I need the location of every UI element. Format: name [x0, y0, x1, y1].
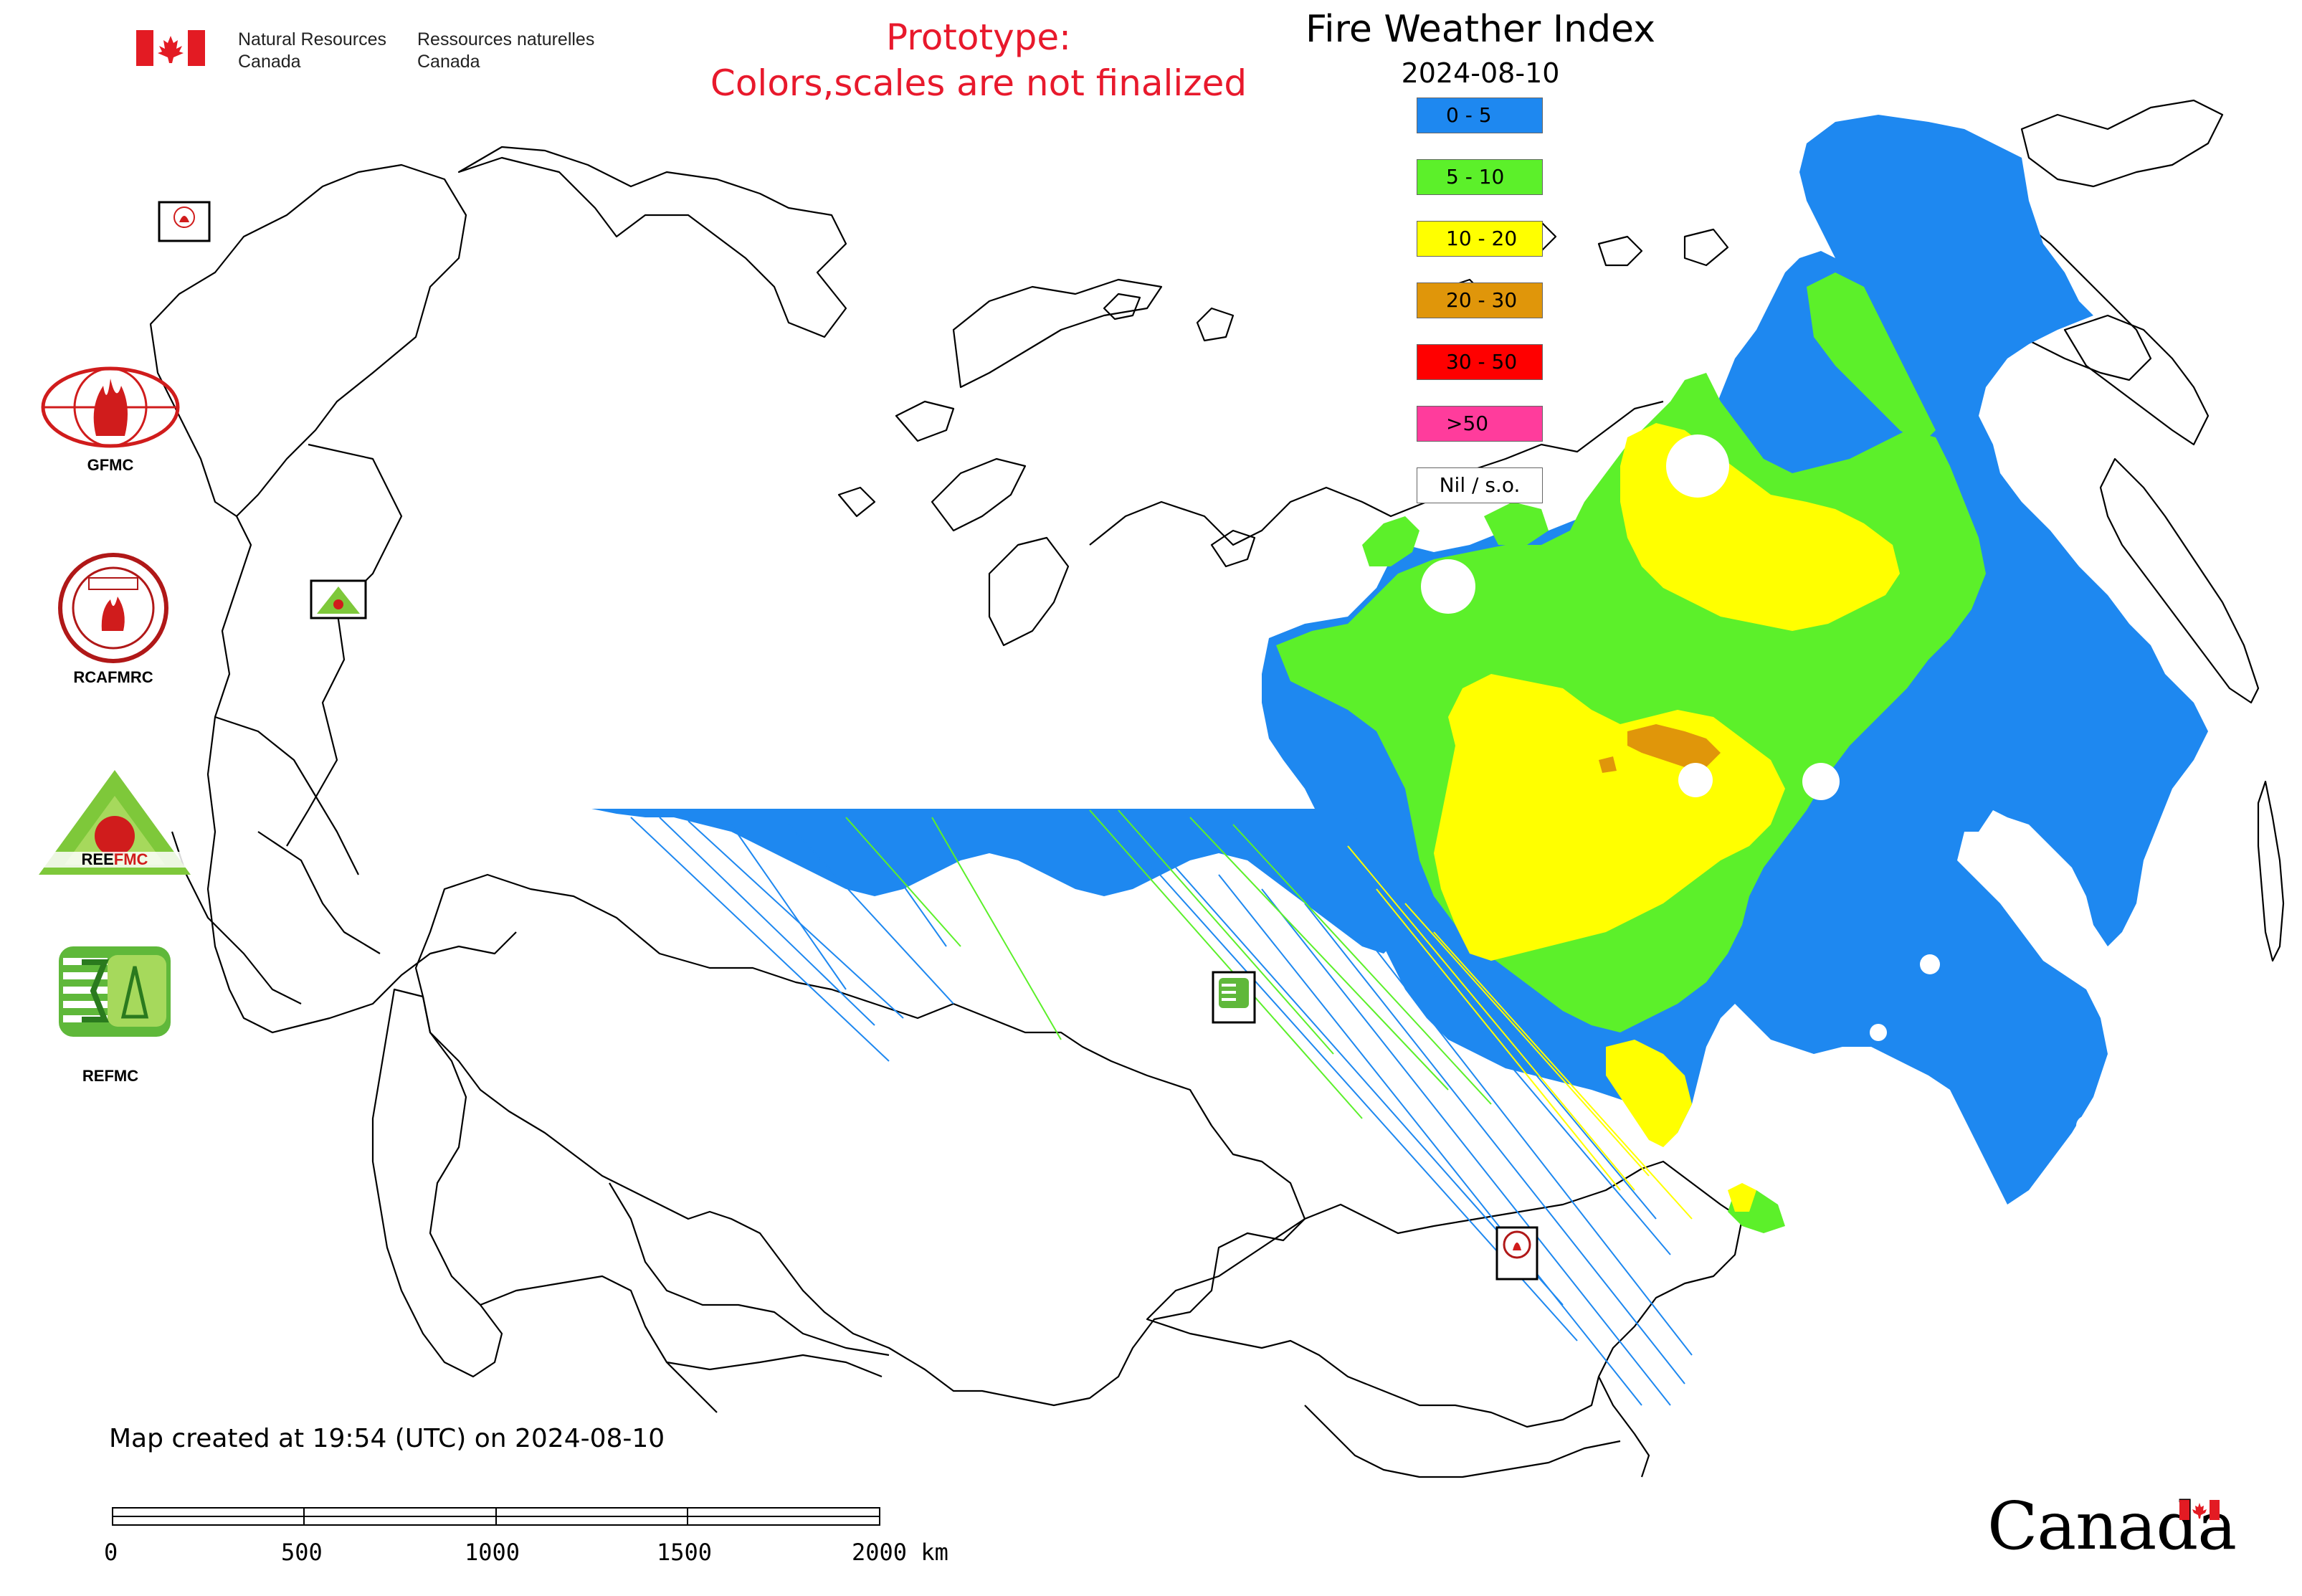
legend-item-0-5: 0 - 5: [1417, 98, 1543, 133]
canada-wordmark: Canada: [1987, 1488, 2237, 1564]
legend-item-nil: Nil / s.o.: [1417, 467, 1543, 503]
legend-item-5-10: 5 - 10: [1417, 159, 1543, 195]
prototype-line1: Prototype:: [885, 16, 1072, 58]
legend-item-10-20: 10 - 20: [1417, 221, 1543, 257]
scale-label-1000: 1000: [465, 1539, 520, 1566]
map-title: Fire Weather Index: [1305, 8, 1655, 51]
rcafmrc-label: RCAFMRC: [73, 668, 153, 686]
scale-label-2000km: 2000 km: [852, 1539, 948, 1566]
org-name-en: Natural Resources Canada: [238, 29, 387, 72]
prototype-line2: Colors,scales are not finalized: [710, 62, 1247, 104]
legend-item-over-50: >50: [1417, 406, 1543, 442]
legend-item-20-30: 20 - 30: [1417, 282, 1543, 318]
refmc-logo-icon: [59, 946, 171, 1037]
map-marker-rcafmrc: [1495, 1226, 1538, 1281]
scale-label-0: 0: [104, 1539, 118, 1566]
wordmark-flag-icon: [2179, 1500, 2220, 1520]
fwi-raster: [591, 115, 2208, 1406]
legend-item-30-50: 30 - 50: [1417, 344, 1543, 380]
scale-bar: [112, 1507, 880, 1526]
map-date: 2024-08-10: [1401, 57, 1560, 89]
gfmc-label: GFMC: [87, 456, 134, 474]
map-created-note: Map created at 19:54 (UTC) on 2024-08-10: [109, 1424, 665, 1453]
prototype-notice: Prototype: Colors,scales are not finaliz…: [660, 14, 1298, 106]
map-marker-gfmc: [158, 201, 211, 242]
rcafmrc-logo-icon: [58, 553, 168, 663]
refmc-label: REFMC: [82, 1067, 139, 1085]
map-marker-reefmc: [310, 579, 367, 619]
canada-flag-icon: [136, 30, 205, 66]
country-borders: [149, 99, 2285, 1478]
svg-text:REEFMC: REEFMC: [82, 850, 148, 868]
scale-label-500: 500: [281, 1539, 323, 1566]
reefmc-logo-icon: REEFMC: [39, 770, 191, 875]
map-marker-refmc: [1212, 971, 1256, 1024]
gfmc-logo-icon: [41, 366, 180, 448]
scale-label-1500: 1500: [657, 1539, 713, 1566]
org-name-fr: Ressources naturelles Canada: [417, 29, 595, 72]
